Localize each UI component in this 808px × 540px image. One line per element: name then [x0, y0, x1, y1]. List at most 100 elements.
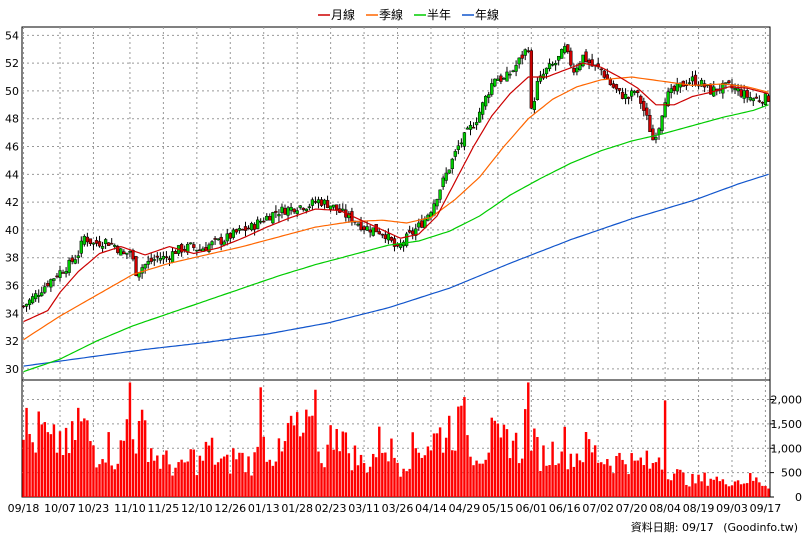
volume-bar — [475, 460, 478, 497]
candle-down — [642, 101, 646, 111]
candle-up — [298, 205, 302, 208]
volume-bar — [295, 412, 299, 497]
candle-up — [256, 219, 260, 229]
volume-bar — [311, 415, 314, 497]
candle-down — [611, 83, 616, 88]
volume-bar — [566, 469, 570, 497]
volume-bar — [146, 461, 150, 497]
volume-bar — [408, 468, 411, 497]
volume-bar — [651, 463, 655, 497]
volume-bar — [378, 426, 381, 497]
volume-bar — [633, 460, 636, 497]
candle-up — [310, 199, 315, 206]
date-tick-label: 09/17 — [750, 502, 782, 515]
candle-up — [371, 227, 375, 236]
volume-bar — [736, 480, 740, 497]
volume-bar — [168, 464, 171, 497]
date-tick-label: 07/02 — [582, 502, 614, 515]
date-tick-label: 10/23 — [78, 502, 110, 515]
candle-down — [693, 74, 698, 86]
candle-down — [94, 240, 99, 244]
volume-bar — [384, 452, 387, 497]
candle-up — [687, 82, 692, 84]
candle-down — [526, 50, 530, 52]
candle-up — [43, 286, 47, 293]
volume-bar — [308, 416, 311, 497]
candle-up — [328, 205, 333, 210]
candle-down — [46, 283, 50, 287]
candle-up — [286, 207, 290, 216]
volume-bar — [162, 454, 165, 497]
volume-bar — [98, 464, 101, 497]
volume-bar — [520, 458, 524, 497]
volume-tick-label: 0 — [795, 491, 802, 504]
volume-bar — [37, 411, 40, 497]
volume-bar — [755, 477, 758, 497]
candle-up — [158, 258, 162, 261]
volume-bar — [302, 432, 305, 497]
candle-down — [61, 272, 65, 274]
candle-down — [572, 68, 576, 73]
volume-bar — [195, 475, 199, 497]
volume-bar — [113, 469, 116, 497]
volume-panel: 0 500 1,000 1,500 2,000 — [21, 379, 802, 504]
volume-bar — [669, 480, 673, 497]
volume-bar — [341, 431, 345, 497]
volume-bar — [758, 482, 761, 497]
candle-down — [727, 80, 731, 84]
candle-down — [636, 90, 640, 94]
volume-bar — [636, 460, 639, 497]
volume-bar — [539, 471, 542, 497]
volume-bar — [596, 462, 600, 497]
volume-bar — [663, 400, 667, 497]
candle-down — [192, 244, 196, 248]
price-panel: 30 32 34 36 38 40 42 44 46 48 50 52 54 — [5, 26, 771, 381]
volume-bar — [505, 429, 509, 497]
volume-bar — [393, 457, 396, 497]
candle-up — [259, 220, 263, 223]
candle-down — [228, 232, 232, 239]
volume-bar — [545, 465, 548, 497]
volume-bar — [238, 452, 241, 497]
volume-bar — [70, 421, 74, 497]
volume-bar — [706, 485, 709, 497]
volume-bar — [365, 472, 369, 497]
volume-bar — [581, 462, 585, 497]
volume-bar — [414, 448, 417, 497]
volume-bar — [481, 463, 484, 497]
volume-bar — [232, 448, 235, 497]
volume-bar — [128, 382, 132, 497]
candle-up — [484, 95, 488, 107]
candle-up — [237, 228, 242, 231]
candle-up — [560, 49, 564, 59]
volume-bar — [122, 440, 126, 497]
volume-bar — [73, 440, 77, 497]
candle-up — [152, 259, 156, 261]
volume-bar — [727, 486, 731, 497]
candle-up — [654, 137, 658, 140]
volume-bar — [43, 422, 47, 497]
volume-bar — [660, 469, 664, 497]
candle-up — [207, 244, 211, 252]
date-tick-label: 09/03 — [716, 502, 748, 515]
volume-bar — [469, 456, 472, 497]
volume-bar — [353, 445, 357, 497]
volume-bar — [387, 461, 390, 497]
volume-bar — [426, 446, 430, 497]
volume-bar — [590, 452, 594, 497]
price-tick-label: 40 — [5, 224, 19, 237]
volume-bar — [283, 441, 287, 497]
volume-bar — [390, 438, 393, 497]
candle-down — [243, 226, 248, 231]
volume-bar — [548, 465, 551, 497]
legend-item: 季線 — [366, 7, 403, 22]
volume-bar — [444, 437, 448, 497]
candle-up — [669, 88, 673, 93]
candle-down — [149, 257, 153, 262]
candle-down — [262, 220, 266, 223]
volume-bar — [186, 461, 189, 497]
date-tick-label: 07/20 — [616, 502, 648, 515]
candle-down — [599, 68, 603, 71]
volume-bar — [463, 397, 466, 497]
volume-bar — [25, 407, 28, 497]
